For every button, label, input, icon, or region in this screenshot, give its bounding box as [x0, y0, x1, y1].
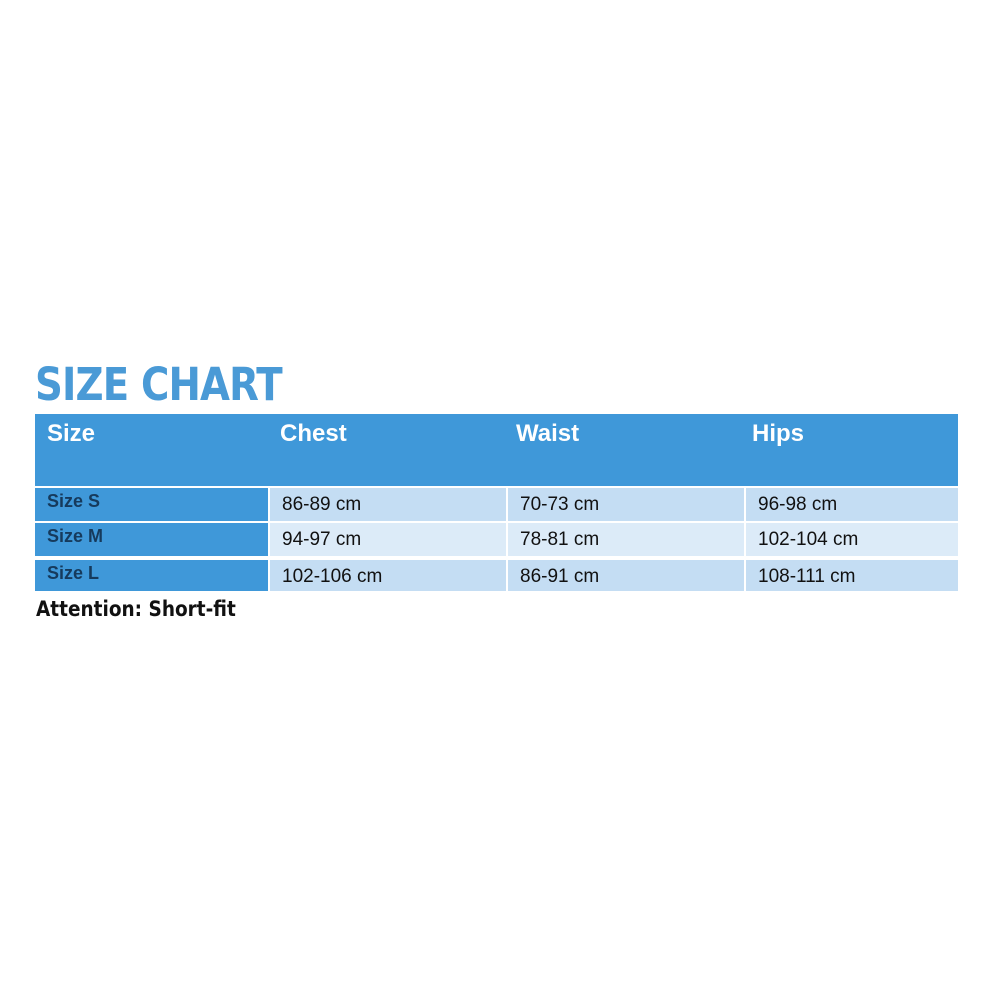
- chest-cell: 94-97 cm: [270, 523, 506, 556]
- page-title: SIZE CHART: [35, 358, 283, 411]
- table-row: Size M 94-97 cm 78-81 cm 102-104 cm: [35, 523, 958, 556]
- hips-cell: 108-111 cm: [746, 560, 958, 591]
- header-waist: Waist: [516, 420, 580, 447]
- chest-cell: 86-89 cm: [270, 488, 506, 521]
- header-size: Size: [47, 420, 96, 447]
- waist-cell: 70-73 cm: [508, 488, 744, 521]
- hips-cell: 96-98 cm: [746, 488, 958, 521]
- table-row: Size S 86-89 cm 70-73 cm 96-98 cm: [35, 488, 958, 521]
- table-header: Size Chest Waist Hips: [35, 414, 958, 486]
- waist-cell: 86-91 cm: [508, 560, 744, 591]
- size-label: Size L: [35, 560, 268, 591]
- header-chest: Chest: [280, 420, 347, 447]
- chest-cell: 102-106 cm: [270, 560, 506, 591]
- fit-note: Attention: Short-fit: [36, 597, 236, 621]
- hips-cell: 102-104 cm: [746, 523, 958, 556]
- waist-cell: 78-81 cm: [508, 523, 744, 556]
- size-table: Size Chest Waist Hips Size S 86-89 cm 70…: [35, 414, 958, 591]
- size-label: Size M: [35, 523, 268, 556]
- size-label: Size S: [35, 488, 268, 521]
- table-row: Size L 102-106 cm 86-91 cm 108-111 cm: [35, 560, 958, 591]
- header-hips: Hips: [752, 420, 805, 447]
